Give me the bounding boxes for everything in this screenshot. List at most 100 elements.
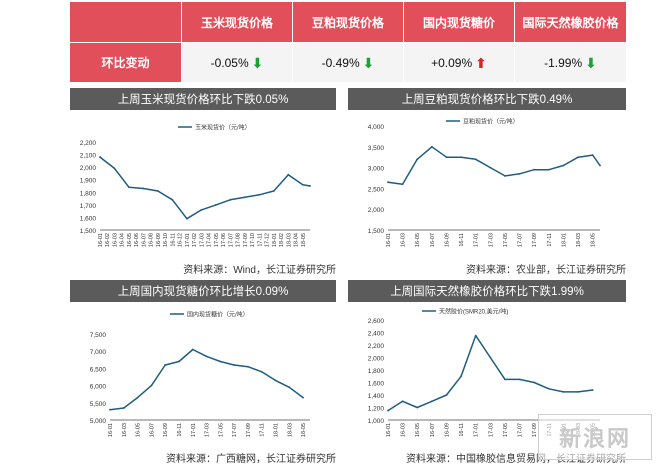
x-tick-label: 18-01 bbox=[274, 423, 280, 437]
chart-title: 上周豆粕现货价格环比下跌0.49% bbox=[348, 88, 626, 110]
x-tick-label: 16-01 bbox=[108, 423, 114, 437]
data-point bbox=[157, 190, 159, 192]
data-point bbox=[547, 387, 550, 390]
chart-title: 上周玉米现货价格环比下跌0.05% bbox=[70, 88, 336, 110]
series-line bbox=[387, 146, 601, 185]
chart-panel-corn: 上周玉米现货价格环比下跌0.05% 1,500 1,600 1,700 1,800 1,… bbox=[70, 88, 336, 278]
data-point bbox=[128, 186, 130, 189]
y-tick-label: 2,000 bbox=[368, 207, 385, 214]
x-tick-label: 17-10 bbox=[250, 233, 256, 247]
data-point bbox=[562, 390, 565, 393]
y-tick-label: 6,000 bbox=[90, 384, 107, 391]
x-tick-label: 17-05 bbox=[218, 423, 224, 437]
y-tick-label: 1,800 bbox=[80, 190, 97, 197]
x-tick-label: 18-05 bbox=[301, 233, 307, 247]
x-tick-label: 16-11 bbox=[177, 423, 183, 437]
x-tick-label: 16-03 bbox=[401, 423, 407, 437]
data-point bbox=[591, 154, 594, 157]
data-point bbox=[309, 185, 311, 187]
series-line bbox=[109, 348, 304, 411]
data-point bbox=[430, 145, 433, 148]
data-point bbox=[599, 164, 601, 167]
y-tick-label: 5,500 bbox=[90, 401, 107, 408]
y-tick-label: 3,000 bbox=[368, 166, 385, 173]
x-tick-label: 17-09 bbox=[532, 233, 538, 247]
soymeal-price-chart: 1,500 2,000 2,500 3,000 3,500 4,000 16-01 16-03… bbox=[368, 118, 601, 247]
data-point bbox=[489, 166, 492, 169]
legend-label: 天然胶价(SMR20,美元/吨) bbox=[439, 308, 508, 316]
arrow-down-icon: ⬇ bbox=[585, 54, 597, 71]
x-tick-label: 16-08 bbox=[149, 233, 155, 247]
arrow-down-icon: ⬇ bbox=[362, 54, 375, 71]
data-point bbox=[401, 400, 404, 403]
data-point bbox=[164, 364, 167, 366]
data-point bbox=[474, 334, 477, 337]
series-line bbox=[99, 156, 311, 220]
data-point bbox=[113, 167, 116, 170]
data-point bbox=[150, 384, 153, 387]
data-point bbox=[191, 348, 194, 351]
x-tick-label: 16-12 bbox=[178, 233, 184, 247]
x-tick-label: 18-03 bbox=[576, 233, 582, 247]
y-tick-label: 7,000 bbox=[90, 349, 107, 356]
watermark-logo: 新浪网 bbox=[538, 414, 652, 460]
data-point bbox=[302, 396, 305, 399]
data-point bbox=[109, 408, 111, 411]
x-tick-label: 17-04 bbox=[207, 233, 213, 247]
x-tick-label: 16-06 bbox=[134, 233, 140, 247]
chart-title: 上周国内现货糖价环比增长0.09% bbox=[70, 280, 336, 302]
change-value: +0.09% bbox=[431, 55, 473, 70]
source-note: 资料来源：Wind，长江证券研究所 bbox=[183, 265, 336, 276]
data-point bbox=[430, 400, 433, 403]
x-tick-label: 17-09 bbox=[246, 423, 252, 437]
data-point bbox=[387, 181, 389, 184]
header-soymeal: 豆粕现货价格 bbox=[293, 2, 403, 42]
chart-panel-sugar: 上周国内现货糖价环比增长0.09% 5,000 5,500 6,000 6,500 7,… bbox=[70, 280, 336, 465]
x-tick-label: 17-03 bbox=[199, 233, 205, 247]
data-point bbox=[416, 158, 419, 161]
sugar-price-chart: 5,000 5,500 6,000 6,500 7,000 7,500 16-01 16-03… bbox=[90, 311, 310, 437]
change-value: -0.49% bbox=[321, 55, 360, 70]
data-point bbox=[504, 175, 506, 177]
data-point bbox=[142, 187, 145, 190]
x-tick-label: 17-08 bbox=[236, 233, 242, 247]
x-tick-label: 18-02 bbox=[279, 233, 285, 247]
data-point bbox=[229, 198, 232, 201]
header-corn: 玉米现货价格 bbox=[182, 2, 292, 42]
data-point bbox=[474, 158, 477, 161]
data-point bbox=[214, 203, 217, 206]
x-tick-label: 18-04 bbox=[294, 233, 300, 247]
data-point bbox=[577, 390, 579, 393]
x-tick-label: 16-04 bbox=[120, 233, 126, 247]
y-tick-label: 1,200 bbox=[368, 406, 385, 413]
x-tick-label: 16-09 bbox=[163, 423, 169, 437]
data-point bbox=[288, 386, 291, 389]
data-point bbox=[287, 173, 290, 176]
y-tick-label: 2,600 bbox=[368, 318, 385, 325]
x-tick-label: 18-03 bbox=[286, 233, 292, 247]
data-point bbox=[445, 156, 448, 159]
x-tick-label: 17-05 bbox=[503, 423, 509, 437]
y-tick-label: 1,900 bbox=[80, 178, 97, 185]
x-tick-label: 17-01 bbox=[474, 233, 480, 247]
x-tick-label: 17-05 bbox=[214, 233, 220, 247]
x-tick-label: 16-03 bbox=[401, 233, 407, 247]
legend-label: 豆粕现货价（元/吨） bbox=[463, 118, 519, 126]
series-line bbox=[387, 334, 593, 412]
data-point bbox=[518, 172, 521, 175]
x-tick-label: 16-05 bbox=[415, 233, 421, 247]
y-tick-label: 2,200 bbox=[80, 140, 97, 147]
y-tick-label: 4,000 bbox=[368, 124, 385, 131]
data-point bbox=[258, 193, 261, 196]
chart-panel-soymeal: 上周豆粕现货价格环比下跌0.49% 1,500 2,000 2,500 3,000 3,… bbox=[348, 88, 626, 278]
y-tick-label: 2,000 bbox=[368, 356, 385, 363]
legend-label: 国内现货糖价（元/吨） bbox=[187, 311, 249, 319]
x-tick-label: 17-11 bbox=[257, 233, 263, 247]
data-point bbox=[460, 375, 463, 378]
x-tick-label: 17-03 bbox=[488, 233, 494, 247]
x-tick-label: 17-09 bbox=[532, 423, 538, 437]
corn-price-chart: 1,500 1,600 1,700 1,800 1,900 2,000 2,100 2,200… bbox=[80, 124, 311, 247]
x-tick-label: 16-11 bbox=[459, 233, 465, 247]
x-tick-label: 18-05 bbox=[301, 423, 307, 437]
x-tick-label: 16-07 bbox=[149, 423, 155, 437]
